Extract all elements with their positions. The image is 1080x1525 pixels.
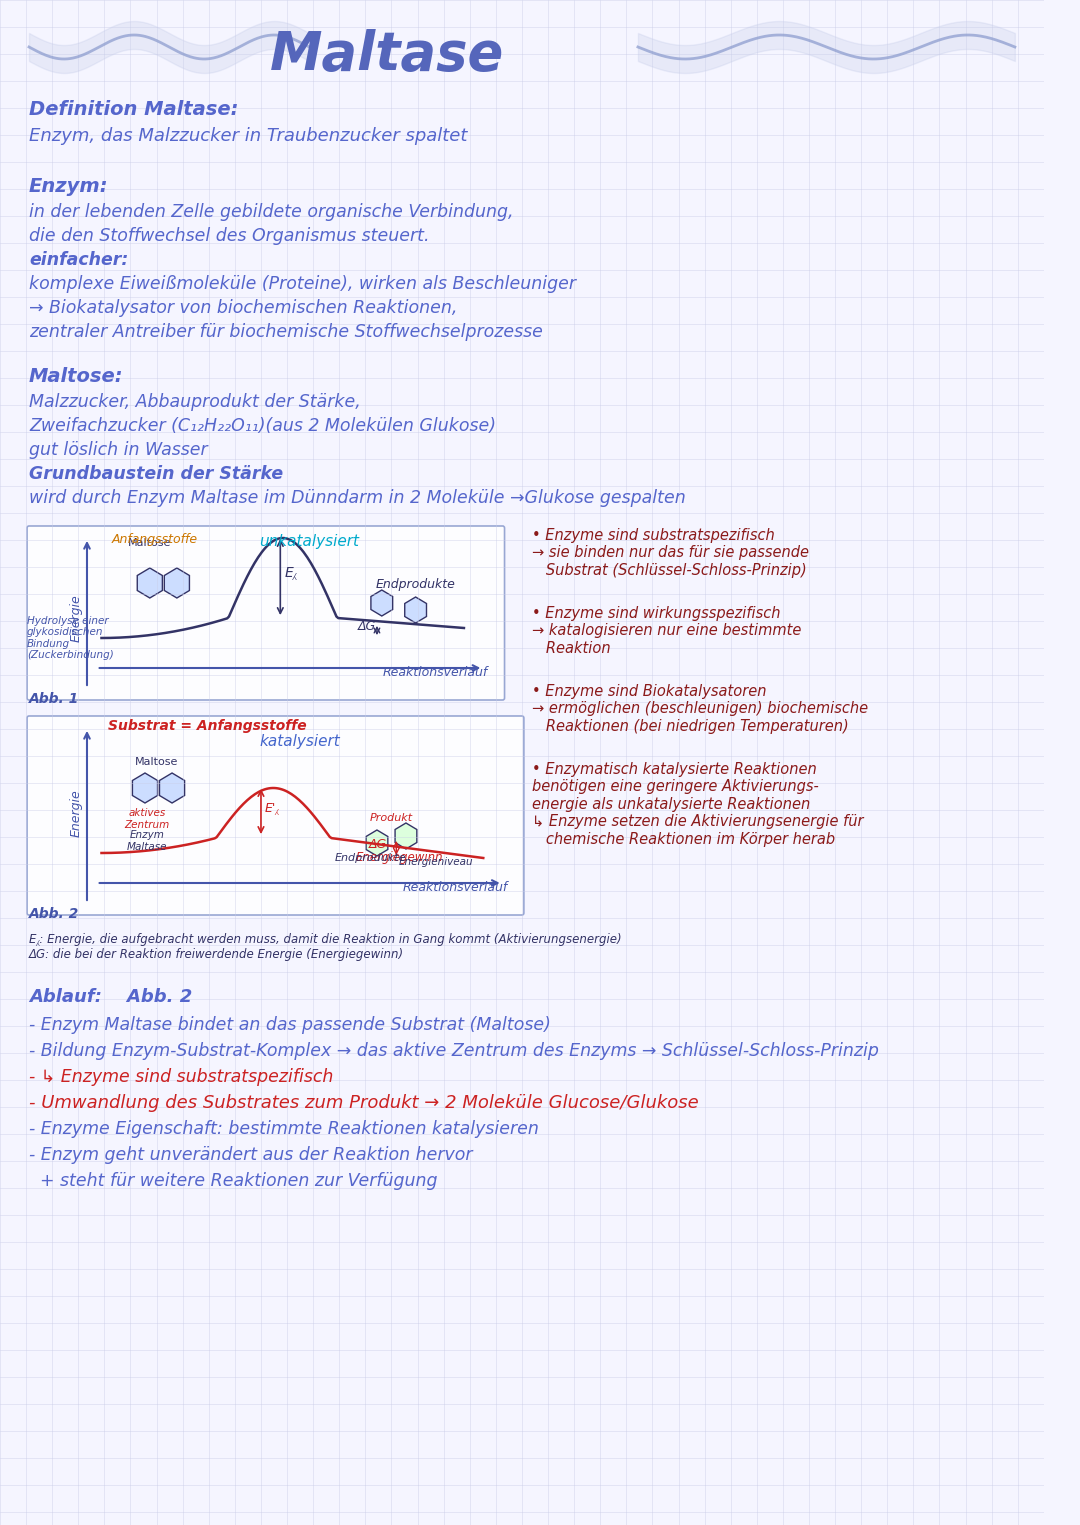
Text: unkatalysiert: unkatalysiert	[259, 534, 360, 549]
Text: → Biokatalysator von biochemischen Reaktionen,: → Biokatalysator von biochemischen Reakt…	[29, 299, 457, 317]
Text: Abb. 1: Abb. 1	[29, 692, 79, 706]
Text: Enzym
Maltase: Enzym Maltase	[126, 831, 167, 852]
Text: Energie: Energie	[69, 595, 82, 642]
FancyBboxPatch shape	[27, 717, 524, 915]
Text: Definition Maltase:: Definition Maltase:	[29, 101, 239, 119]
Text: • Enzyme sind Biokatalysatoren
→ ermöglichen (beschleunigen) biochemische
   Rea: • Enzyme sind Biokatalysatoren → ermögli…	[531, 685, 867, 734]
Text: Energie: Energie	[69, 788, 82, 837]
Text: ΔG: ΔG	[357, 621, 376, 633]
Text: E'⁁: E'⁁	[265, 802, 280, 814]
Text: Anfangsstoffe: Anfangsstoffe	[111, 534, 198, 546]
Text: • Enzyme sind substratspezifisch
→ sie binden nur das für sie passende
   Substr: • Enzyme sind substratspezifisch → sie b…	[531, 528, 809, 578]
Text: - Umwandlung des Substrates zum Produkt → 2 Moleküle Glucose/Glukose: - Umwandlung des Substrates zum Produkt …	[29, 1093, 699, 1112]
Text: + steht für weitere Reaktionen zur Verfügung: + steht für weitere Reaktionen zur Verfü…	[29, 1173, 437, 1190]
Text: komplexe Eiweißmoleküle (Proteine), wirken als Beschleuniger: komplexe Eiweißmoleküle (Proteine), wirk…	[29, 274, 576, 293]
Text: - Enzym Maltase bindet an das passende Substrat (Maltose): - Enzym Maltase bindet an das passende S…	[29, 1016, 551, 1034]
Text: - Enzyme Eigenschaft: bestimmte Reaktionen katalysieren: - Enzyme Eigenschaft: bestimmte Reaktion…	[29, 1119, 539, 1138]
Text: • Enzymatisch katalysierte Reaktionen
benötigen eine geringere Aktivierungs-
ene: • Enzymatisch katalysierte Reaktionen be…	[531, 762, 863, 846]
Polygon shape	[133, 773, 158, 804]
Text: Maltose:: Maltose:	[29, 368, 123, 386]
Text: Maltase: Maltase	[270, 29, 503, 81]
Text: Zweifachzucker (C₁₂H₂₂O₁₁)(aus 2 Molekülen Glukose): Zweifachzucker (C₁₂H₂₂O₁₁)(aus 2 Molekül…	[29, 416, 496, 435]
Text: Enzym, das Malzzucker in Traubenzucker spaltet: Enzym, das Malzzucker in Traubenzucker s…	[29, 127, 468, 145]
Text: Energiegewinn: Energiegewinn	[355, 851, 443, 865]
Text: E⁁: Energie, die aufgebracht werden muss, damit die Reaktion in Gang kommt (Akti: E⁁: Energie, die aufgebracht werden muss…	[29, 933, 622, 961]
Text: Ablauf:    Abb. 2: Ablauf: Abb. 2	[29, 988, 192, 1007]
Text: Produkt: Produkt	[369, 813, 413, 824]
Polygon shape	[160, 773, 185, 804]
Text: - ↳ Enzyme sind substratspezifisch: - ↳ Enzyme sind substratspezifisch	[29, 1068, 334, 1086]
Text: • Enzyme sind wirkungsspezifisch
→ katalogisieren nur eine bestimmte
   Reaktion: • Enzyme sind wirkungsspezifisch → katal…	[531, 605, 801, 656]
Text: ΔG: ΔG	[369, 839, 388, 851]
Polygon shape	[405, 596, 427, 624]
Text: Endprodukte: Endprodukte	[335, 852, 406, 863]
Text: E⁁: E⁁	[284, 566, 296, 580]
Polygon shape	[366, 830, 388, 856]
Text: - Enzym geht unverändert aus der Reaktion hervor: - Enzym geht unverändert aus der Reaktio…	[29, 1145, 472, 1164]
Text: Maltose: Maltose	[135, 756, 178, 767]
Text: die den Stoffwechsel des Organismus steuert.: die den Stoffwechsel des Organismus steu…	[29, 227, 430, 246]
Text: Maltose: Maltose	[129, 538, 172, 547]
Polygon shape	[395, 824, 417, 849]
Text: Endprodukte: Endprodukte	[376, 578, 456, 592]
Text: Substrat = Anfangsstoffe: Substrat = Anfangsstoffe	[108, 718, 307, 734]
Text: Hydrolyse einer
glykosidischen
Bindung
(Zuckerbindung): Hydrolyse einer glykosidischen Bindung (…	[27, 616, 113, 660]
Text: katalysiert: katalysiert	[259, 734, 340, 749]
Text: Reaktionsverlauf: Reaktionsverlauf	[382, 666, 488, 679]
FancyBboxPatch shape	[27, 526, 504, 700]
Text: einfacher:: einfacher:	[29, 252, 129, 268]
Text: zentraler Antreiber für biochemische Stoffwechselprozesse: zentraler Antreiber für biochemische Sto…	[29, 323, 543, 342]
Text: Enzym:: Enzym:	[29, 177, 108, 197]
Text: Reaktionsverlauf: Reaktionsverlauf	[402, 881, 508, 894]
Text: Grundbaustein der Stärke: Grundbaustein der Stärke	[29, 465, 283, 483]
Text: Malzzucker, Abbauprodukt der Stärke,: Malzzucker, Abbauprodukt der Stärke,	[29, 393, 361, 412]
Text: gut löslich in Wasser: gut löslich in Wasser	[29, 441, 207, 459]
Text: - Bildung Enzym-Substrat-Komplex → das aktive Zentrum des Enzyms → Schlüssel-Sch: - Bildung Enzym-Substrat-Komplex → das a…	[29, 1042, 879, 1060]
Text: in der lebenden Zelle gebildete organische Verbindung,: in der lebenden Zelle gebildete organisc…	[29, 203, 513, 221]
Polygon shape	[164, 567, 189, 598]
Text: Energieniveau: Energieniveau	[399, 857, 474, 868]
Polygon shape	[137, 567, 162, 598]
Polygon shape	[370, 590, 393, 616]
Text: Abb. 2: Abb. 2	[29, 907, 79, 921]
Text: aktives
Zentrum: aktives Zentrum	[124, 808, 170, 830]
Text: wird durch Enzym Maltase im Dünndarm in 2 Moleküle →Glukose gespalten: wird durch Enzym Maltase im Dünndarm in …	[29, 490, 686, 506]
